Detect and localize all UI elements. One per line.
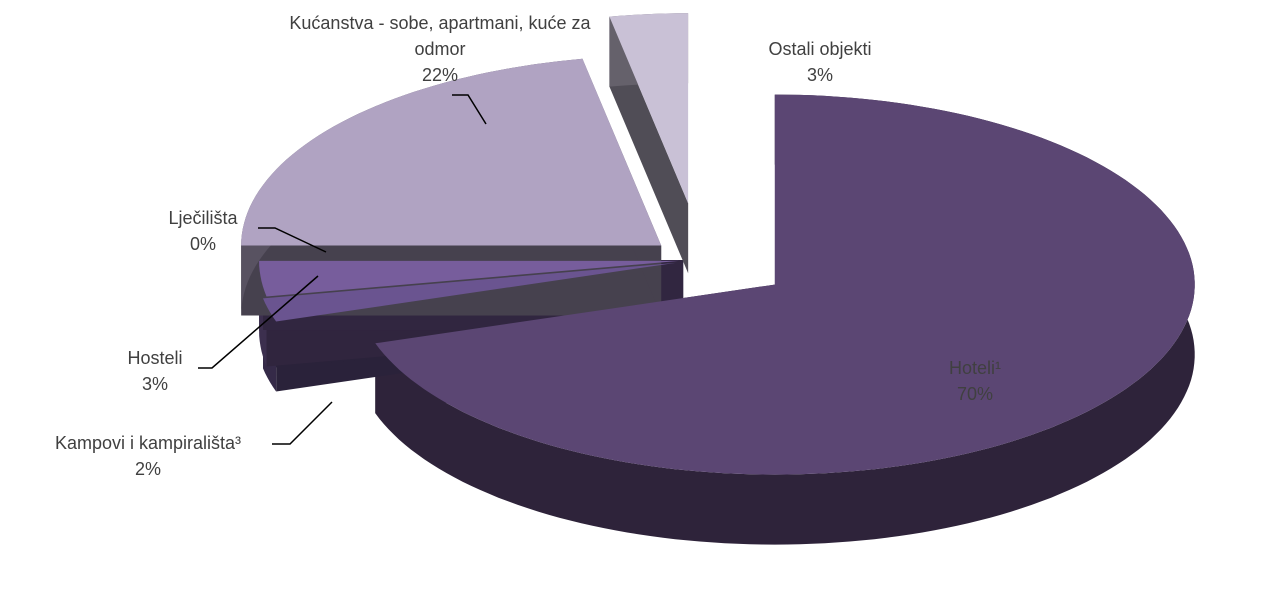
category-label: Kampovi i kampirališta³ bbox=[54, 433, 242, 453]
slice bbox=[259, 260, 680, 297]
category-label: Ostali objekti bbox=[768, 39, 872, 59]
value-label: 3% bbox=[806, 65, 833, 85]
data-label: Kućanstva - sobe, apartmani, kuće za odm… bbox=[280, 10, 600, 88]
category-label: Hosteli bbox=[127, 348, 183, 368]
category-label: Hoteli¹ bbox=[948, 358, 1001, 378]
value-label: 70% bbox=[956, 384, 994, 404]
leader-line bbox=[272, 401, 333, 445]
slice bbox=[375, 94, 1195, 475]
data-label: Hoteli¹ 70% bbox=[915, 355, 1035, 407]
slice-tops bbox=[241, 13, 1195, 475]
leader-line bbox=[258, 227, 327, 253]
leader-line bbox=[198, 275, 319, 369]
leader-line bbox=[452, 94, 487, 125]
value-label: 0% bbox=[189, 234, 216, 254]
slice bbox=[263, 262, 676, 322]
value-label: 3% bbox=[141, 374, 168, 394]
value-label: 22% bbox=[421, 65, 459, 85]
data-label: Lječilišta 0% bbox=[143, 205, 263, 257]
data-label: Hosteli 3% bbox=[95, 345, 215, 397]
data-label: Kampovi i kampirališta³ 2% bbox=[0, 430, 298, 482]
category-label: Kućanstva - sobe, apartmani, kuće za odm… bbox=[289, 13, 591, 59]
slice bbox=[241, 58, 662, 246]
data-label: Ostali objekti 3% bbox=[740, 36, 900, 88]
slice bbox=[609, 13, 689, 204]
category-label: Lječilišta bbox=[168, 208, 238, 228]
value-label: 2% bbox=[134, 459, 161, 479]
